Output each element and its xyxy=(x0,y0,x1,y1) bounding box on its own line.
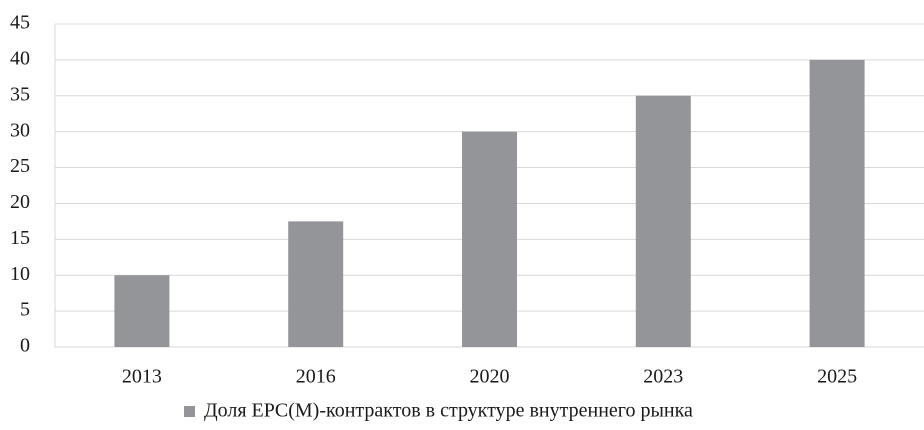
y-tick-label: 40 xyxy=(10,47,30,69)
y-tick-label: 30 xyxy=(10,119,30,141)
x-tick-label: 2013 xyxy=(122,366,162,388)
y-tick-label: 35 xyxy=(10,83,30,105)
bar xyxy=(809,59,865,348)
legend-marker xyxy=(184,406,195,417)
y-tick-label: 15 xyxy=(10,227,30,249)
x-tick-label: 2016 xyxy=(296,366,336,388)
bar xyxy=(635,95,691,348)
y-tick-label: 0 xyxy=(20,335,30,357)
y-tick-label: 45 xyxy=(10,12,30,34)
y-tick-label: 25 xyxy=(10,155,30,177)
y-tick-label: 20 xyxy=(10,191,30,213)
bar xyxy=(462,131,517,347)
x-tick-label: 2023 xyxy=(643,366,683,388)
bar xyxy=(288,221,344,347)
legend-label: Доля EPC(M)-контрактов в структуре внутр… xyxy=(204,400,693,422)
x-tick-label: 2025 xyxy=(817,366,857,388)
bar xyxy=(114,275,170,347)
y-tick-label: 10 xyxy=(10,263,30,285)
y-tick-label: 5 xyxy=(20,299,30,321)
x-tick-label: 2020 xyxy=(470,366,510,388)
